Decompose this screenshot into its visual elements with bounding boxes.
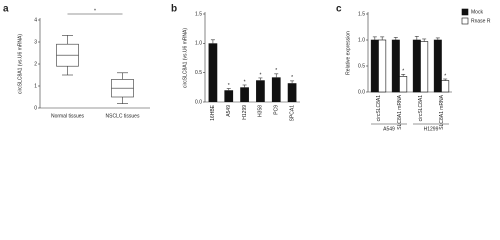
significance-mark: * xyxy=(228,83,230,89)
bar xyxy=(378,39,387,93)
significance-mark: * xyxy=(291,75,293,81)
y-tick-label: 3 xyxy=(34,39,37,45)
y-tick-label: 0 xyxy=(34,105,37,111)
x-tick-label: NSCLC tissues xyxy=(106,113,140,119)
figure: a circSLC8A1 (vs.U6 mRNA) 0 1 2 3 4 Normal tiss… xyxy=(3,4,491,133)
x-tick-label: 16HBE xyxy=(210,104,216,121)
bar xyxy=(256,80,265,102)
panel-letter: c xyxy=(336,4,342,15)
x-tick-label: circSLC8A1 xyxy=(418,95,424,122)
y-tick-label: 0.5 xyxy=(358,63,365,69)
panel-letter: a xyxy=(3,4,9,15)
bar xyxy=(433,39,442,93)
y-tick-label: 2 xyxy=(34,61,37,67)
legend-swatch xyxy=(461,8,469,16)
x-tick-label: H1299 xyxy=(242,105,248,120)
significance-mark: * xyxy=(259,72,261,78)
bar xyxy=(271,77,281,102)
significance-mark: * xyxy=(444,73,446,79)
bar xyxy=(391,39,400,93)
legend-label: Mock xyxy=(471,9,483,15)
bar xyxy=(420,41,429,93)
panel-letter: b xyxy=(171,4,177,15)
x-tick-label: SPCA1 xyxy=(289,105,295,122)
bar xyxy=(412,39,421,93)
x-tick-label: SLC8A1 mRNA xyxy=(439,94,445,129)
y-tick-label: 0.5 xyxy=(195,70,202,76)
bar xyxy=(208,43,218,102)
y-axis-label: circSLC8A1 (vs.U6 mRNA) xyxy=(182,28,188,88)
y-tick-label: 1.0 xyxy=(358,37,365,43)
y-tick-label: 0.0 xyxy=(358,89,365,95)
x-tick-label: A549 xyxy=(226,105,232,117)
significance-mark: * xyxy=(94,8,96,14)
bar xyxy=(441,80,450,93)
legend-swatch xyxy=(461,17,469,25)
y-tick-label: 1.5 xyxy=(195,11,202,17)
y-axis-label: Relative expression xyxy=(345,31,351,75)
group-label: H1299 xyxy=(424,126,439,132)
significance-mark: * xyxy=(402,69,404,75)
x-tick-label: circSLC8A1 xyxy=(376,95,382,122)
x-tick-label: SLC8A1 mRNA xyxy=(397,94,403,129)
bar xyxy=(399,76,408,93)
group-label: A549 xyxy=(383,126,395,132)
x-tick-label: Normal tissues xyxy=(51,113,85,119)
y-tick-label: 1 xyxy=(34,83,37,89)
bar xyxy=(240,87,249,102)
y-tick-label: 0.0 xyxy=(195,99,202,105)
significance-mark: * xyxy=(244,79,246,85)
bar xyxy=(224,90,234,102)
significance-mark: * xyxy=(275,68,277,74)
x-tick-label: PC9 xyxy=(274,105,280,115)
x-tick-label: H358 xyxy=(258,105,264,117)
y-tick-label: 4 xyxy=(34,17,37,23)
legend-label: Rnase R xyxy=(471,18,491,24)
bar xyxy=(287,83,297,102)
bar xyxy=(370,39,379,93)
y-tick-label: 1.0 xyxy=(195,41,202,47)
y-tick-label: 1.5 xyxy=(358,11,365,17)
y-axis-label: circSLC8A1 (vs.U6 mRNA) xyxy=(17,34,23,94)
